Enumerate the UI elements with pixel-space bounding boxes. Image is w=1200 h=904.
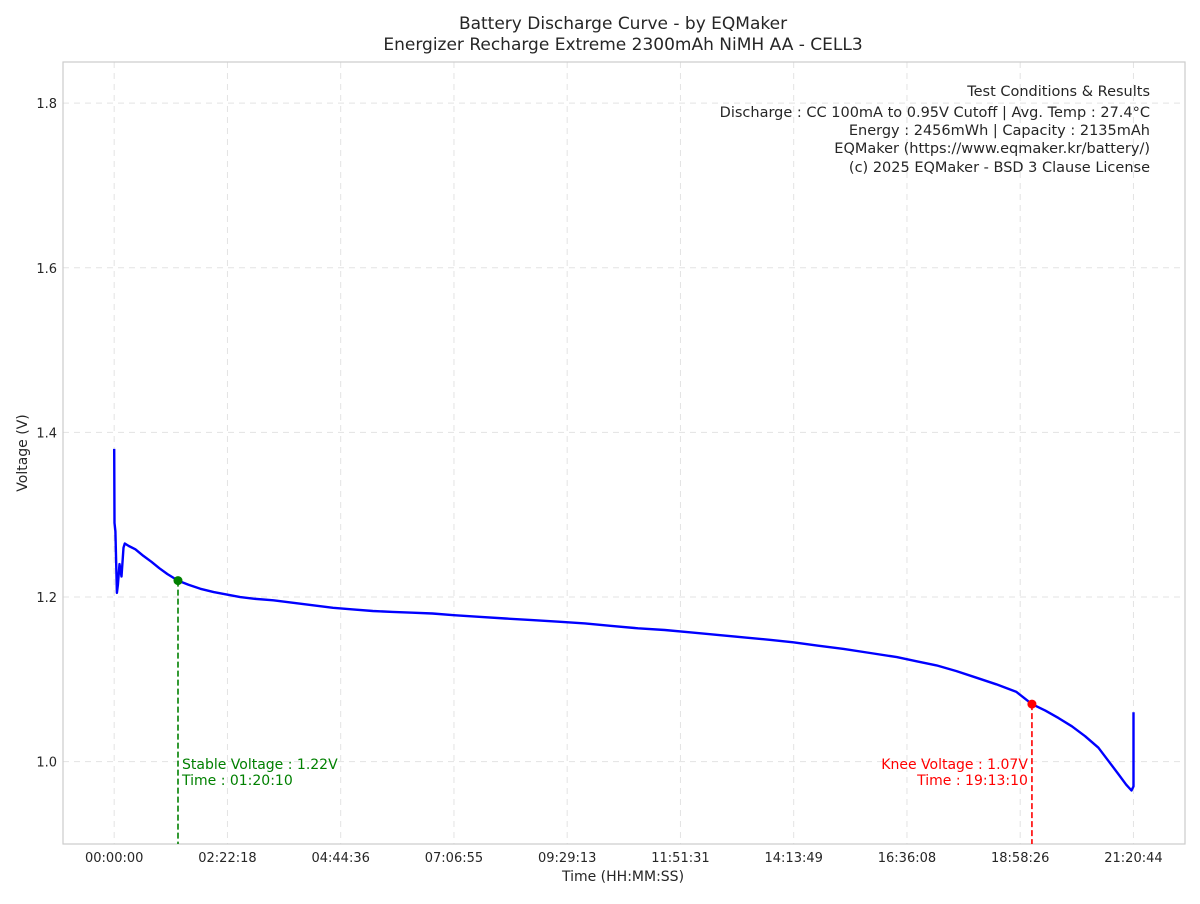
x-tick-label: 18:58:26 xyxy=(991,851,1049,866)
annotation-label: Time : 01:20:10 xyxy=(181,773,293,789)
tick-layer: 00:00:00 02:22:18 04:44:36 07:06:55 09:29:13… xyxy=(36,97,1162,866)
x-tick-label: 04:44:36 xyxy=(311,851,369,866)
y-tick-label: 1.2 xyxy=(36,591,57,606)
chart-subtitle: Energizer Recharge Extreme 2300mAh NiMH … xyxy=(383,35,862,55)
plot-frame xyxy=(62,61,1186,845)
annotation-label: Knee Voltage : 1.07V xyxy=(881,757,1028,773)
x-tick-label: 09:29:13 xyxy=(538,851,596,866)
grid-layer xyxy=(63,62,1185,844)
x-tick-label: 14:13:49 xyxy=(765,851,823,866)
annotation-label: Stable Voltage : 1.22V xyxy=(182,757,338,773)
y-tick-label: 1.8 xyxy=(36,97,57,112)
info-box-title: Test Conditions & Results xyxy=(966,84,1150,100)
x-tick-label: 16:36:08 xyxy=(878,851,936,866)
y-tick-label: 1.6 xyxy=(36,262,57,277)
x-tick-label: 21:20:44 xyxy=(1104,851,1162,866)
y-tick-label: 1.0 xyxy=(36,756,57,771)
y-tick-label: 1.4 xyxy=(36,426,57,441)
annotation-marker xyxy=(173,576,183,586)
annotation-marker xyxy=(1027,699,1037,709)
info-box-line: (c) 2025 EQMaker - BSD 3 Clause License xyxy=(849,160,1150,176)
x-tick-label: 11:51:31 xyxy=(651,851,709,866)
info-box-line: EQMaker (https://www.eqmaker.kr/battery/… xyxy=(834,141,1150,157)
y-axis-label: Voltage (V) xyxy=(15,414,31,491)
x-tick-label: 02:22:18 xyxy=(198,851,256,866)
x-axis-label: Time (HH:MM:SS) xyxy=(561,869,684,885)
x-tick-label: 00:00:00 xyxy=(85,851,143,866)
info-box-line: Energy : 2456mWh | Capacity : 2135mAh xyxy=(849,123,1150,139)
annotation-label: Time : 19:13:10 xyxy=(916,773,1028,789)
x-tick-label: 07:06:55 xyxy=(425,851,483,866)
chart-title: Battery Discharge Curve - by EQMaker xyxy=(459,14,787,34)
info-box-line: Discharge : CC 100mA to 0.95V Cutoff | A… xyxy=(720,105,1150,121)
info-box: Test Conditions & Results Discharge : CC… xyxy=(720,84,1150,176)
